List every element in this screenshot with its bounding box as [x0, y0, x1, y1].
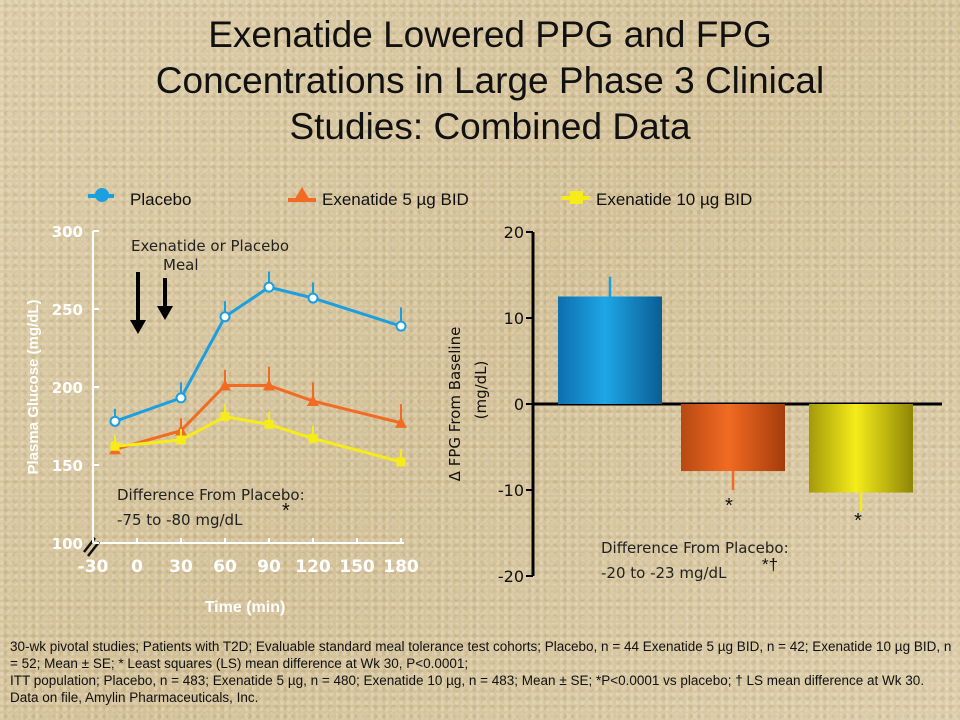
data-point-placebo: [109, 415, 121, 427]
bar-y-tick-label: -10: [498, 481, 524, 500]
bar-y-tick-label: 10: [504, 309, 524, 328]
data-point-exenatide-10: [396, 457, 406, 467]
bar-difference-label: Difference From Placebo:: [601, 539, 789, 557]
timing-arrow-head: [157, 306, 173, 320]
timing-arrow-head: [130, 320, 146, 334]
y-tick-label: 250: [52, 301, 83, 319]
data-point-exenatide-10: [264, 419, 274, 429]
x-tick-label: 30: [169, 557, 193, 577]
bar-y-axis-title-units: (mg/dL): [472, 361, 490, 420]
triangle-marker-icon: [288, 187, 316, 202]
y-tick-label: 100: [52, 535, 83, 553]
data-point-exenatide-5: [307, 395, 319, 407]
bar-exenatide-5: [681, 404, 785, 472]
x-tick-label: 150: [339, 557, 375, 577]
significance-star: *: [282, 500, 290, 522]
y-tick-label: 150: [52, 457, 83, 475]
legend: Placebo Exenatide 5 µg BID Exenatide 10 …: [0, 186, 960, 216]
data-point-placebo: [395, 320, 407, 332]
data-point-placebo: [307, 292, 319, 304]
x-tick-label: 120: [295, 557, 331, 577]
footnote-line-2: ITT population; Placebo, n = 483; Exenat…: [10, 673, 925, 705]
footnote: 30-wk pivotal studies; Patients with T2D…: [10, 638, 952, 706]
data-point-placebo: [263, 281, 275, 293]
circle-marker-icon: [88, 188, 114, 202]
series-line-exenatide-10: [114, 415, 402, 464]
x-axis-title: Time (min): [205, 599, 286, 616]
x-tick-label: -30: [78, 557, 109, 577]
x-tick-label: 60: [213, 557, 237, 577]
title-line-1: Exenatide Lowered PPG and FPG: [208, 14, 772, 55]
bar-difference-mark: *†: [762, 555, 778, 574]
footnote-line-1: 30-wk pivotal studies; Patients with T2D…: [10, 639, 952, 671]
bar-y-tick-label: -20: [498, 567, 524, 586]
legend-label-placebo: Placebo: [130, 190, 192, 209]
title-line-3: Studies: Combined Data: [289, 106, 691, 147]
data-point-exenatide-10: [110, 441, 120, 451]
bar-significance-star: *: [725, 495, 733, 517]
data-point-exenatide-5: [219, 379, 231, 391]
data-point-exenatide-10: [176, 435, 186, 445]
y-axis-title: Plasma Glucose (mg/dL): [25, 299, 42, 474]
legend-label-exenatide-5: Exenatide 5 µg BID: [322, 190, 469, 209]
data-point-placebo: [175, 392, 187, 404]
bar-y-tick-label: 0: [514, 395, 524, 414]
bar-y-tick-label: 20: [504, 223, 524, 242]
annotation-meal: Meal: [163, 256, 199, 274]
bar-significance-star: *: [854, 510, 862, 532]
data-point-exenatide-10: [220, 412, 230, 422]
series-line-placebo: [114, 285, 402, 423]
square-marker-icon: [562, 191, 590, 204]
annotation-exenatide-or-placebo: Exenatide or Placebo: [131, 237, 289, 255]
data-point-exenatide-5: [395, 416, 407, 428]
bar-placebo: [558, 296, 662, 404]
data-point-exenatide-5: [263, 379, 275, 391]
x-tick-label: 180: [383, 557, 419, 577]
data-point-placebo: [219, 311, 231, 323]
axis-break-mark: [87, 541, 100, 557]
title-line-2: Concentrations in Large Phase 3 Clinical: [155, 60, 825, 101]
annotation-difference-value: -75 to -80 mg/dL: [117, 511, 243, 529]
bar-difference-value: -20 to -23 mg/dL: [601, 564, 727, 582]
x-tick-label: 90: [257, 557, 281, 577]
bar-y-axis-title: Δ FPG From Baseline: [446, 327, 464, 482]
y-tick-label: 200: [52, 379, 83, 397]
y-tick-label: 300: [52, 223, 83, 241]
data-point-exenatide-10: [308, 433, 318, 443]
series-line-exenatide-5: [114, 383, 402, 451]
annotation-difference-label: Difference From Placebo:: [117, 486, 305, 504]
slide-title: Exenatide Lowered PPG and FPG Concentrat…: [60, 12, 920, 150]
bar-exenatide-10: [809, 404, 913, 493]
legend-label-exenatide-10: Exenatide 10 µg BID: [596, 190, 753, 209]
x-tick-label: 0: [131, 557, 143, 577]
